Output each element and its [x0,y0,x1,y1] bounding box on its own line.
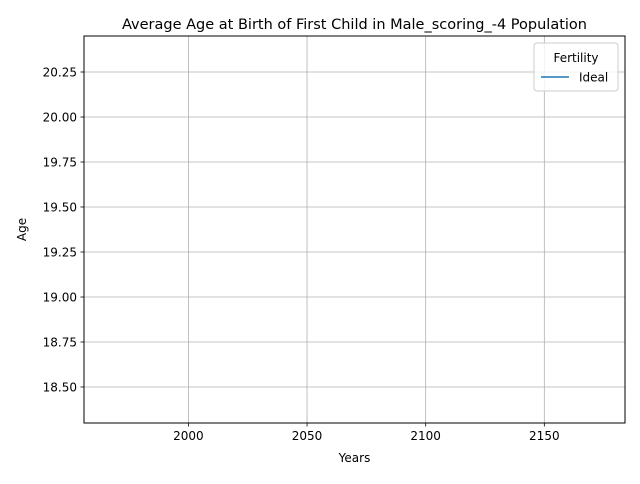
x-tick-label: 2150 [529,429,560,443]
y-tick-label: 20.00 [43,111,77,125]
x-tick-label: 2050 [292,429,323,443]
grid-lines [84,36,625,423]
legend-entries: Ideal [541,71,608,85]
x-axis-ticks: 2000 2050 2100 2150 [173,423,560,443]
y-tick-label: 20.25 [43,66,77,80]
legend: Fertility Ideal [533,42,619,92]
y-tick-label: 19.00 [43,291,77,305]
x-tick-label: 2100 [410,429,441,443]
legend-box [533,42,619,92]
x-tick-label: 2000 [173,429,204,443]
y-axis-ticks: 18.50 18.75 19.00 19.25 19.50 19.75 20.00 20.25 [43,66,84,395]
y-tick-label: 19.75 [43,156,77,170]
y-tick-label: 19.50 [43,201,77,215]
y-tick-label: 18.75 [43,336,77,350]
y-axis-label: Age [15,218,29,241]
plot-area-frame [83,35,626,424]
chart-title: Average Age at Birth of First Child in M… [122,17,587,33]
legend-label: Ideal [579,71,608,85]
y-tick-label: 19.25 [43,246,77,260]
legend-title: Fertility [553,51,598,65]
y-tick-label: 18.50 [43,381,77,395]
x-axis-label: Years [338,451,371,465]
